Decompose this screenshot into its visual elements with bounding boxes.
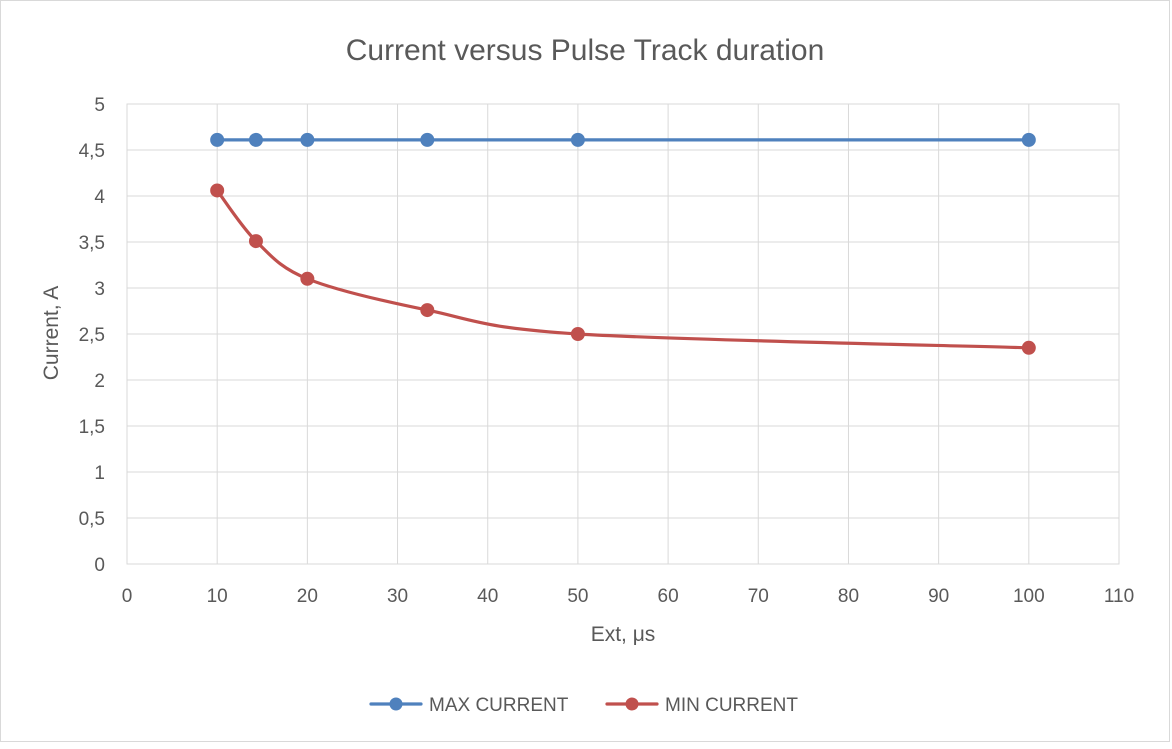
x-tick-label: 90 bbox=[928, 586, 949, 607]
y-tick-label: 1,5 bbox=[79, 417, 105, 438]
y-tick-label: 0,5 bbox=[79, 509, 105, 530]
y-tick-label: 2 bbox=[94, 371, 105, 392]
data-point-series-2-1 bbox=[210, 183, 225, 198]
data-point-series-1-6 bbox=[1021, 132, 1036, 147]
legend-label-2: MIN CURRENT bbox=[665, 695, 798, 716]
x-tick-label: 110 bbox=[1104, 586, 1134, 607]
x-tick-label: 20 bbox=[297, 586, 318, 607]
gridlines bbox=[126, 103, 1120, 565]
y-tick-label: 4,5 bbox=[79, 141, 105, 162]
data-point-series-1-1 bbox=[210, 132, 225, 147]
x-tick-label: 80 bbox=[838, 586, 859, 607]
y-tick-label: 1 bbox=[94, 463, 105, 484]
x-axis-label: Ext, μs bbox=[591, 623, 656, 646]
plot-area-border bbox=[126, 103, 1120, 565]
x-tick-label: 100 bbox=[1013, 586, 1045, 607]
x-tick-label: 0 bbox=[122, 586, 133, 607]
x-tick-label: 60 bbox=[658, 586, 679, 607]
x-tick-label: 30 bbox=[387, 586, 408, 607]
series-lines bbox=[215, 138, 1031, 350]
data-point-series-2-3 bbox=[300, 271, 315, 286]
y-axis-ticks: 0 0,5 1 1,5 2 2,5 3 3,5 4 4,5 5 bbox=[79, 95, 106, 576]
y-tick-label: 0 bbox=[94, 555, 105, 576]
y-tick-label: 5 bbox=[94, 95, 105, 116]
y-tick-label: 3,5 bbox=[79, 233, 105, 254]
series-line-2 bbox=[215, 188, 1031, 350]
data-point-series-1-3 bbox=[300, 132, 315, 147]
legend-marker-2 bbox=[625, 697, 639, 711]
x-tick-label: 70 bbox=[748, 586, 769, 607]
series-points bbox=[210, 132, 1036, 355]
data-point-series-1-5 bbox=[570, 132, 585, 147]
data-point-series-1-2 bbox=[248, 132, 263, 147]
legend-marker-1 bbox=[389, 697, 403, 711]
legend-label-1: MAX CURRENT bbox=[429, 695, 569, 716]
legend: MAX CURRENT MIN CURRENT bbox=[369, 695, 798, 716]
y-tick-label: 3 bbox=[94, 279, 105, 300]
data-point-series-2-5 bbox=[570, 327, 585, 341]
plot-frame bbox=[126, 103, 1120, 565]
x-tick-label: 40 bbox=[477, 586, 498, 607]
x-axis-ticks: 0 10 20 30 40 50 60 70 80 90 100 110 bbox=[122, 586, 1134, 607]
data-point-series-2-4 bbox=[420, 303, 435, 318]
chart-title: Current versus Pulse Track duration bbox=[346, 34, 825, 67]
data-point-series-1-4 bbox=[420, 132, 435, 147]
data-point-series-2-2 bbox=[248, 234, 263, 249]
y-tick-label: 2,5 bbox=[79, 325, 105, 346]
x-tick-label: 50 bbox=[567, 586, 588, 607]
y-axis-label: Current, A bbox=[40, 286, 63, 381]
x-tick-label: 10 bbox=[207, 586, 228, 607]
y-tick-label: 4 bbox=[94, 187, 105, 208]
data-point-series-2-6 bbox=[1021, 340, 1036, 355]
